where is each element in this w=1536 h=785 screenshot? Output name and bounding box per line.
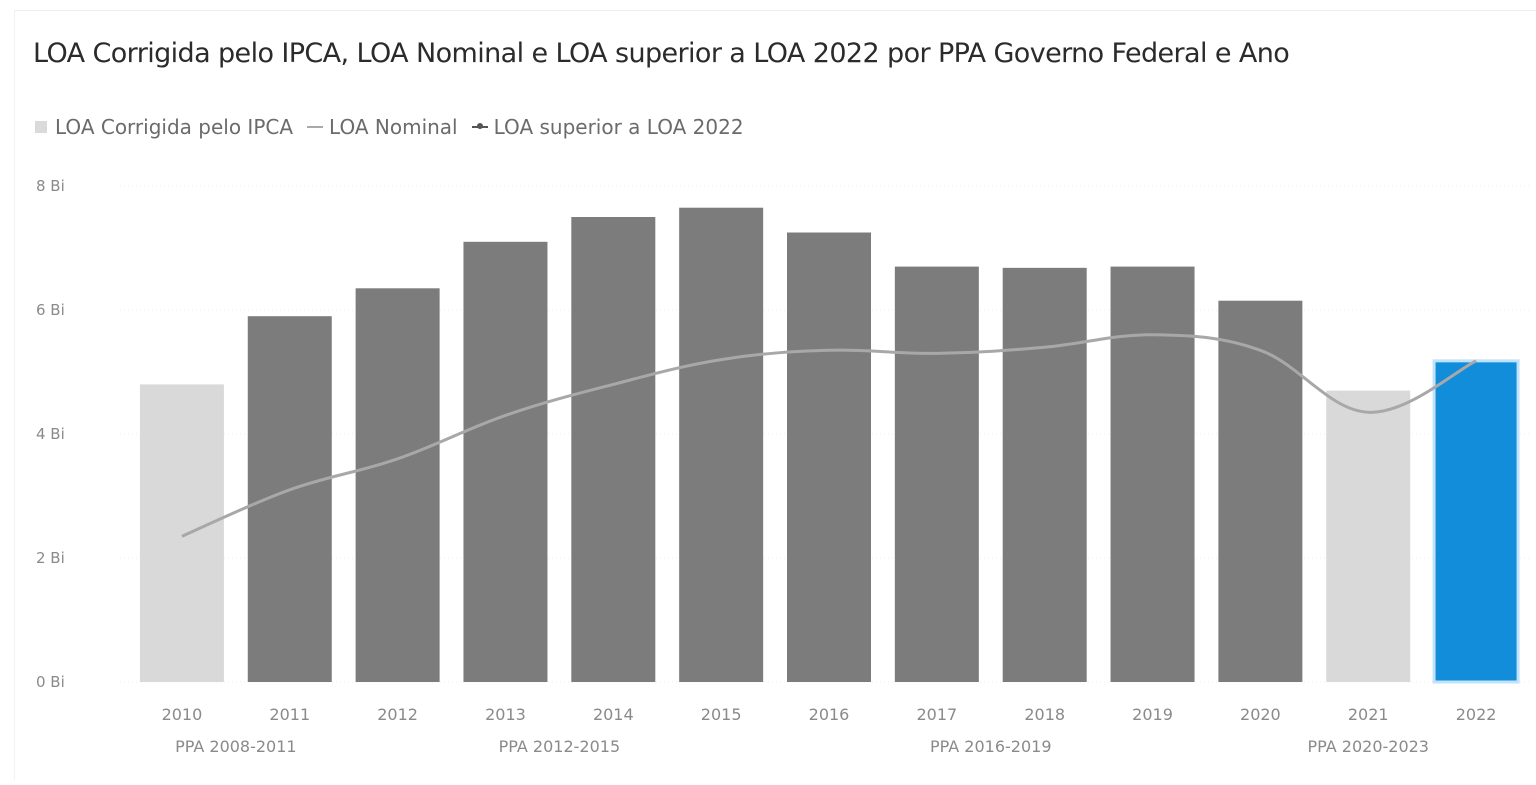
bar-2015[interactable] [679, 207, 764, 682]
bar-2017[interactable] [894, 266, 979, 682]
x-tick-label: 2020 [1240, 705, 1281, 724]
x-group-label: PPA 2008-2011 [175, 737, 297, 756]
bar-2018[interactable] [1002, 267, 1087, 682]
chart-legend: LOA Corrigida pelo IPCA LOA Nominal LOA … [35, 115, 758, 139]
legend-item-loa-corrigida[interactable]: LOA Corrigida pelo IPCA [35, 115, 293, 139]
x-tick-label: 2011 [269, 705, 310, 724]
chart-title: LOA Corrigida pelo IPCA, LOA Nominal e L… [33, 38, 1290, 69]
bar-2012[interactable] [355, 288, 440, 682]
line-swatch-icon [307, 126, 324, 128]
bar-2019[interactable] [1110, 266, 1195, 682]
y-tick-label: 8 Bi [36, 177, 65, 195]
bar-2014[interactable] [571, 217, 656, 682]
legend-label: LOA superior a LOA 2022 [493, 115, 744, 139]
bar-2016[interactable] [787, 232, 871, 683]
y-tick-label: 4 Bi [36, 425, 65, 443]
x-tick-label: 2017 [916, 705, 957, 724]
nominal-line [181, 333, 1477, 538]
bar-2022[interactable] [1432, 359, 1520, 684]
bar-2011[interactable] [247, 316, 332, 682]
line-marker-swatch-icon [471, 123, 488, 129]
x-tick-label: 2014 [593, 705, 634, 724]
x-tick-label: 2012 [377, 705, 418, 724]
bar-swatch-icon [35, 121, 47, 133]
bars [139, 207, 1520, 684]
bar-2021[interactable] [1326, 390, 1411, 682]
y-tick-label: 2 Bi [36, 549, 65, 567]
x-tick-label: 2018 [1024, 705, 1065, 724]
y-axis: 0 Bi 2 Bi 4 Bi 6 Bi 8 Bi [36, 177, 65, 691]
bar-2010[interactable] [139, 384, 224, 682]
x-group-label: PPA 2016-2019 [930, 737, 1052, 756]
x-axis: 2010 2011 2012 2013 2014 2015 2016 2017 2018 2019… [162, 705, 1497, 756]
y-tick-label: 6 Bi [36, 301, 65, 319]
legend-label: LOA Corrigida pelo IPCA [55, 115, 294, 139]
legend-item-loa-superior[interactable]: LOA superior a LOA 2022 [471, 115, 744, 139]
x-group-label: PPA 2020-2023 [1307, 737, 1429, 756]
x-tick-label: 2016 [809, 705, 850, 724]
legend-item-loa-nominal[interactable]: LOA Nominal [307, 115, 458, 139]
x-tick-label: 2022 [1456, 705, 1497, 724]
y-tick-label: 0 Bi [36, 673, 65, 691]
x-tick-label: 2015 [701, 705, 742, 724]
x-tick-label: 2019 [1132, 705, 1173, 724]
bar-2020[interactable] [1218, 300, 1303, 682]
bar-2013[interactable] [463, 241, 548, 683]
visual-border [14, 10, 1536, 780]
x-tick-label: 2010 [162, 705, 203, 724]
legend-label: LOA Nominal [329, 115, 458, 139]
x-tick-label: 2021 [1348, 705, 1389, 724]
x-group-label: PPA 2012-2015 [499, 737, 621, 756]
x-tick-label: 2013 [485, 705, 526, 724]
